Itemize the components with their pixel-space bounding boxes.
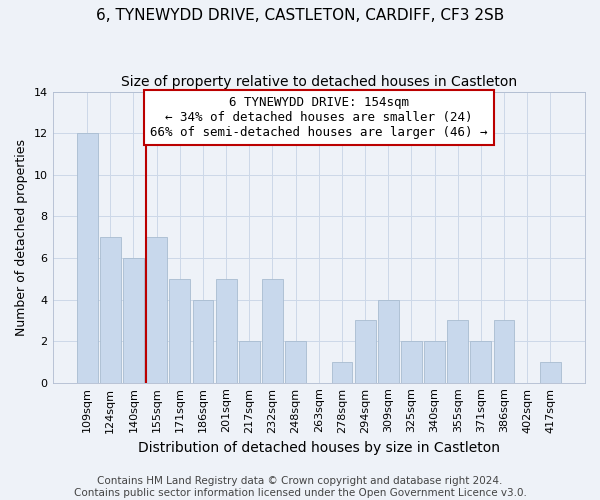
Bar: [424, 341, 445, 382]
Bar: [262, 278, 283, 382]
Bar: [540, 362, 561, 382]
Bar: [378, 300, 398, 382]
Bar: [216, 278, 236, 382]
Bar: [285, 341, 306, 382]
Bar: [100, 237, 121, 382]
Bar: [332, 362, 352, 382]
Bar: [123, 258, 144, 382]
Bar: [239, 341, 260, 382]
Bar: [146, 237, 167, 382]
Text: 6, TYNEWYDD DRIVE, CASTLETON, CARDIFF, CF3 2SB: 6, TYNEWYDD DRIVE, CASTLETON, CARDIFF, C…: [96, 8, 504, 22]
Bar: [470, 341, 491, 382]
Bar: [401, 341, 422, 382]
Y-axis label: Number of detached properties: Number of detached properties: [15, 138, 28, 336]
X-axis label: Distribution of detached houses by size in Castleton: Distribution of detached houses by size …: [138, 441, 500, 455]
Bar: [448, 320, 468, 382]
Bar: [169, 278, 190, 382]
Bar: [494, 320, 514, 382]
Text: Contains HM Land Registry data © Crown copyright and database right 2024.
Contai: Contains HM Land Registry data © Crown c…: [74, 476, 526, 498]
Title: Size of property relative to detached houses in Castleton: Size of property relative to detached ho…: [121, 75, 517, 89]
Bar: [355, 320, 376, 382]
Text: 6 TYNEWYDD DRIVE: 154sqm
← 34% of detached houses are smaller (24)
66% of semi-d: 6 TYNEWYDD DRIVE: 154sqm ← 34% of detach…: [150, 96, 488, 139]
Bar: [193, 300, 214, 382]
Bar: [77, 133, 98, 382]
